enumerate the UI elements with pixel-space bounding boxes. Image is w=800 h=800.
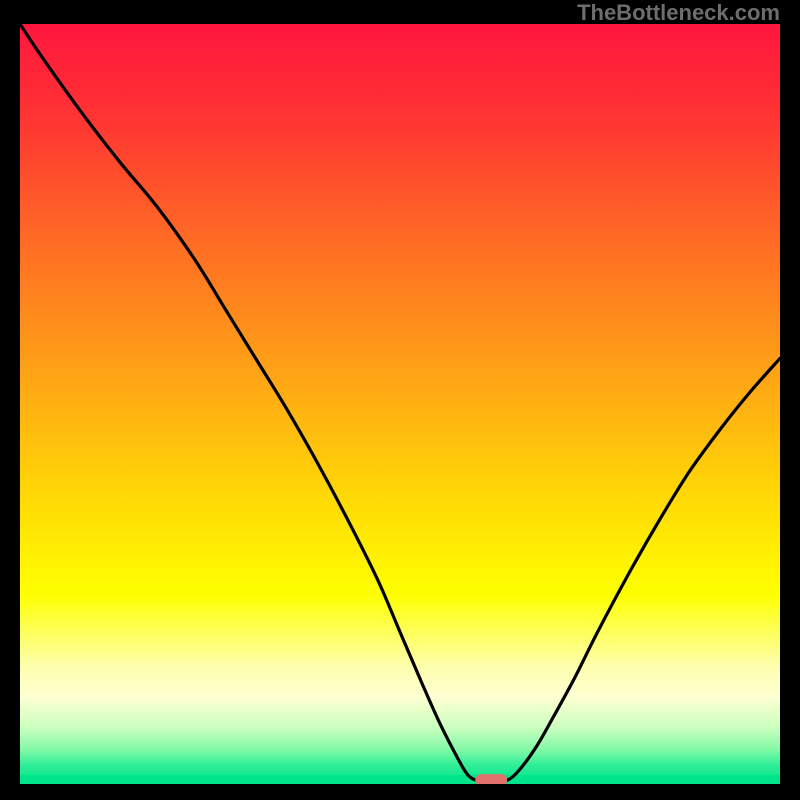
watermark-label: TheBottleneck.com (577, 0, 780, 26)
bottleneck-chart-svg (20, 24, 780, 784)
optimal-marker (475, 774, 507, 784)
baseline-band (20, 775, 780, 784)
chart-frame: TheBottleneck.com (0, 0, 800, 800)
plot-area (20, 24, 780, 784)
gradient-background (20, 24, 780, 784)
